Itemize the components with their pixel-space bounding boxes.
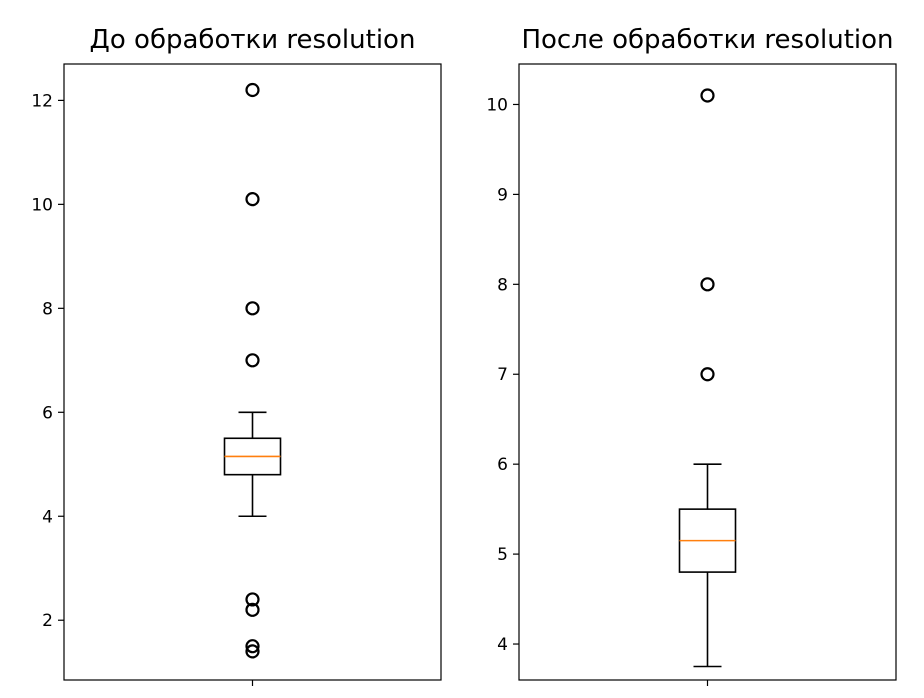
outlier-point bbox=[245, 602, 260, 617]
y-tick-label: 4 bbox=[497, 635, 508, 655]
outlier-point bbox=[245, 82, 260, 98]
outlier-point bbox=[700, 367, 715, 382]
axes-frame bbox=[63, 63, 442, 681]
y-tick-label: 7 bbox=[497, 365, 508, 385]
y-tick-label: 10 bbox=[486, 95, 508, 115]
outlier-point bbox=[245, 353, 260, 368]
chart-title: После обработки resolution bbox=[521, 25, 893, 55]
y-tick-label: 10 bbox=[31, 195, 53, 215]
y-tick-label: 2 bbox=[42, 611, 53, 631]
outlier-point bbox=[245, 592, 260, 607]
y-tick-label: 6 bbox=[42, 403, 53, 423]
outlier-point bbox=[700, 88, 715, 103]
y-tick-label: 4 bbox=[42, 507, 53, 527]
outlier-point bbox=[245, 644, 260, 659]
y-tick-label: 6 bbox=[497, 455, 508, 475]
axes-frame bbox=[518, 63, 897, 681]
y-tick-label: 9 bbox=[497, 185, 508, 205]
y-tick-label: 5 bbox=[497, 545, 508, 565]
chart-after: После обработки resolution 4 5 6 7 8 9 10 bbox=[486, 25, 897, 686]
y-tick-label: 12 bbox=[31, 91, 53, 111]
y-tick-label: 8 bbox=[497, 275, 508, 295]
outlier-point bbox=[245, 192, 260, 207]
chart-before: До обработки resolution 2 4 6 8 10 12 bbox=[31, 25, 442, 686]
outlier-point bbox=[245, 301, 260, 316]
outlier-point bbox=[700, 277, 715, 292]
outlier-point bbox=[245, 639, 260, 654]
y-tick-label: 8 bbox=[42, 299, 53, 319]
chart-title: До обработки resolution bbox=[90, 25, 416, 55]
